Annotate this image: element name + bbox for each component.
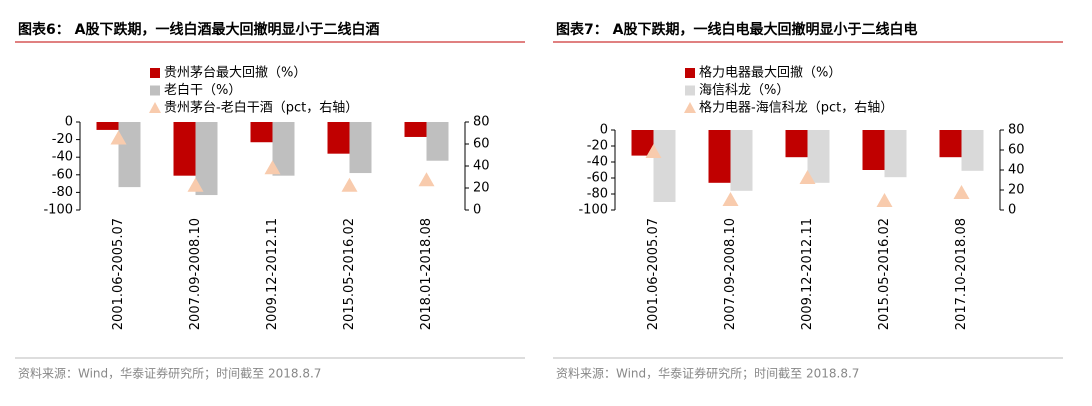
y-tick-label: -100 bbox=[43, 203, 73, 218]
triangle-marker bbox=[110, 130, 127, 145]
bar bbox=[884, 130, 907, 178]
x-tick-label: 2001.06-2005.07 bbox=[646, 218, 661, 330]
triangle-marker bbox=[187, 177, 204, 192]
legend-marker bbox=[684, 102, 696, 113]
bar bbox=[730, 130, 753, 191]
x-tick-label: 2015.05-2016.02 bbox=[877, 218, 892, 330]
x-tick-label: 2007.09-2008.10 bbox=[188, 218, 203, 330]
legend-marker bbox=[149, 102, 161, 113]
triangle-marker bbox=[341, 177, 358, 192]
bar bbox=[349, 122, 372, 174]
bar bbox=[272, 122, 295, 176]
y2-tick-label: 80 bbox=[473, 115, 490, 130]
y2-tick-label: 80 bbox=[1008, 123, 1025, 138]
y-tick-label: -40 bbox=[52, 150, 73, 165]
bar bbox=[404, 122, 427, 137]
triangle-marker bbox=[645, 144, 662, 158]
triangle-marker bbox=[876, 193, 893, 207]
legend-marker bbox=[150, 85, 160, 96]
legend-label: 贵州茅台最大回撤（%） bbox=[164, 65, 306, 81]
source: 资料来源：Wind，华泰证券研究所；时间截至 2018.8.7 bbox=[556, 366, 859, 381]
y2-tick-label: 40 bbox=[1008, 163, 1025, 178]
y2-tick-label: 40 bbox=[473, 159, 490, 174]
y2-tick-label: 0 bbox=[1008, 203, 1016, 218]
x-tick-label: 2018.01-2018.08 bbox=[419, 218, 434, 330]
legend-label: 贵州茅台-老白干酒（pct，右轴） bbox=[164, 100, 358, 116]
bar bbox=[653, 130, 676, 202]
triangle-marker bbox=[953, 185, 970, 199]
y2-tick-label: 0 bbox=[473, 203, 481, 218]
x-tick-label: 2001.06-2005.07 bbox=[111, 218, 126, 330]
y-tick-label: -80 bbox=[52, 185, 73, 200]
bar bbox=[118, 122, 141, 188]
y2-tick-label: 20 bbox=[473, 181, 490, 196]
legend-marker bbox=[685, 85, 695, 96]
bar bbox=[195, 122, 218, 196]
chart-title: 图表6： A股下跌期，一线白酒最大回撤明显小于二线白酒 bbox=[18, 21, 379, 38]
y-tick-label: -20 bbox=[52, 132, 73, 147]
bar bbox=[961, 130, 984, 171]
y-tick-label: -80 bbox=[587, 187, 608, 202]
bar bbox=[785, 130, 808, 158]
bar bbox=[250, 122, 273, 143]
x-tick-label: 2007.09-2008.10 bbox=[723, 218, 738, 330]
legend-marker bbox=[150, 68, 160, 78]
bar bbox=[807, 130, 830, 183]
triangle-marker bbox=[418, 172, 435, 187]
y2-tick-label: 60 bbox=[1008, 143, 1025, 158]
y-tick-label: -60 bbox=[587, 171, 608, 186]
y-tick-label: 0 bbox=[65, 115, 73, 130]
y-tick-label: -40 bbox=[587, 155, 608, 170]
bar bbox=[426, 122, 449, 161]
y-tick-label: -100 bbox=[578, 203, 608, 218]
x-tick-label: 2015.05-2016.02 bbox=[342, 218, 357, 330]
source: 资料来源：Wind，华泰证券研究所；时间截至 2018.8.7 bbox=[18, 366, 321, 381]
y-tick-label: -20 bbox=[587, 139, 608, 154]
y2-tick-label: 60 bbox=[473, 137, 490, 152]
bar bbox=[708, 130, 731, 183]
chart-title: 图表7： A股下跌期，一线白电最大回撤明显小于二线白电 bbox=[556, 21, 917, 38]
triangle-marker bbox=[264, 160, 281, 175]
triangle-marker bbox=[799, 170, 816, 184]
bar bbox=[862, 130, 885, 170]
bar bbox=[96, 122, 119, 130]
bar bbox=[173, 122, 196, 176]
y2-tick-label: 20 bbox=[1008, 183, 1025, 198]
legend-label: 格力电器最大回撤（%） bbox=[699, 65, 841, 81]
triangle-marker bbox=[722, 192, 739, 206]
legend-marker bbox=[685, 68, 695, 78]
y-tick-label: 0 bbox=[600, 123, 608, 138]
bar bbox=[631, 130, 654, 156]
bar bbox=[327, 122, 350, 154]
y-tick-label: -60 bbox=[52, 167, 73, 182]
x-tick-label: 2017.10-2018.08 bbox=[954, 218, 969, 330]
x-tick-label: 2009.12-2012.11 bbox=[265, 218, 280, 330]
legend-label: 海信科龙（%） bbox=[699, 83, 789, 98]
bar bbox=[939, 130, 962, 158]
legend-label: 格力电器-海信科龙（pct，右轴） bbox=[699, 100, 893, 116]
legend-label: 老白干（%） bbox=[164, 82, 241, 98]
x-tick-label: 2009.12-2012.11 bbox=[800, 218, 815, 330]
